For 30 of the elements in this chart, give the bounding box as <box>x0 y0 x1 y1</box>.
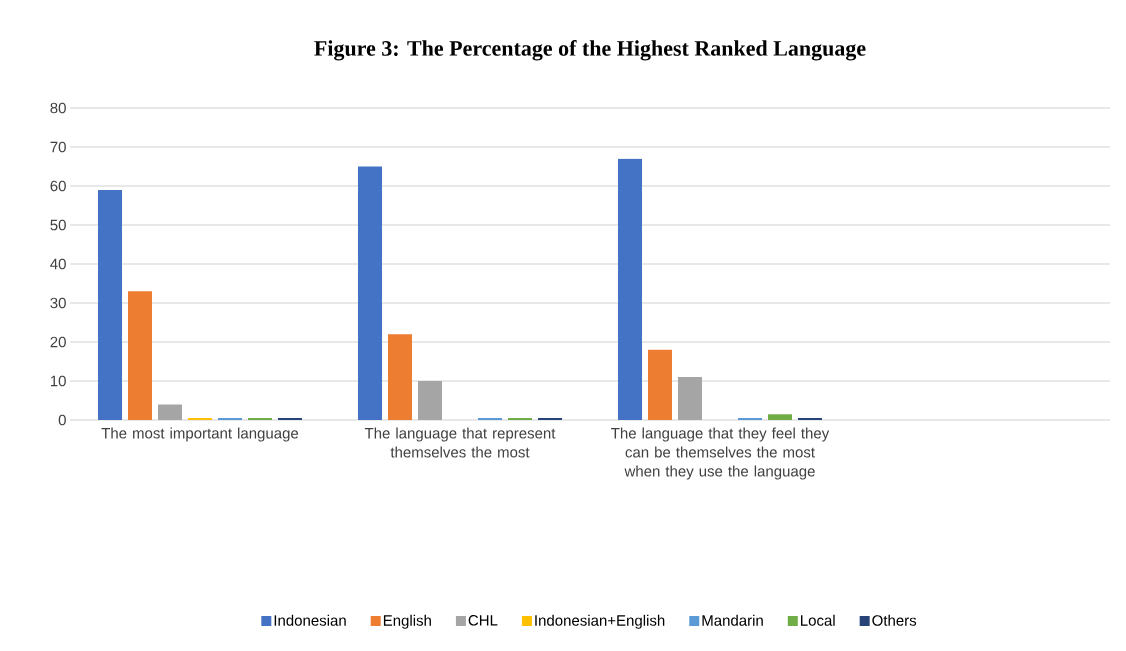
y-tick-label: 70 <box>50 141 66 153</box>
bar <box>358 166 382 420</box>
y-tick-label: 30 <box>50 297 66 309</box>
bar <box>618 158 642 420</box>
y-tick-label: 20 <box>50 336 66 348</box>
legend-label: Local <box>801 614 835 626</box>
legend-label: Mandarin <box>702 614 763 626</box>
bar <box>418 381 442 420</box>
y-tick-label: 0 <box>58 414 66 426</box>
bar <box>768 414 792 420</box>
bar <box>678 377 702 420</box>
y-tick-label: 40 <box>50 258 66 270</box>
chart-title: Figure 3: The Percentage of the Highest Ranked Language <box>314 40 866 61</box>
y-tick-label: 60 <box>50 180 66 192</box>
x-tick-label: The most important language <box>101 427 299 442</box>
legend-label: CHL <box>468 615 498 626</box>
legend-label: English <box>383 614 431 629</box>
y-tick-label: 50 <box>50 219 66 231</box>
legend-label: Indonesian+English <box>535 614 665 629</box>
bar <box>98 189 122 420</box>
x-tick-label: The language that represent themselves the most <box>364 427 556 458</box>
legend-label: Indonesian <box>274 614 346 626</box>
bar <box>128 291 152 420</box>
legend-label: Others <box>872 614 917 626</box>
bar <box>158 404 182 420</box>
y-tick-label: 80 <box>50 102 66 114</box>
bar <box>648 349 672 420</box>
x-tick-label: The language that they feel they can be themselves the most when they use the language <box>611 427 830 480</box>
y-tick-label: 10 <box>50 375 66 387</box>
bar <box>388 334 412 420</box>
